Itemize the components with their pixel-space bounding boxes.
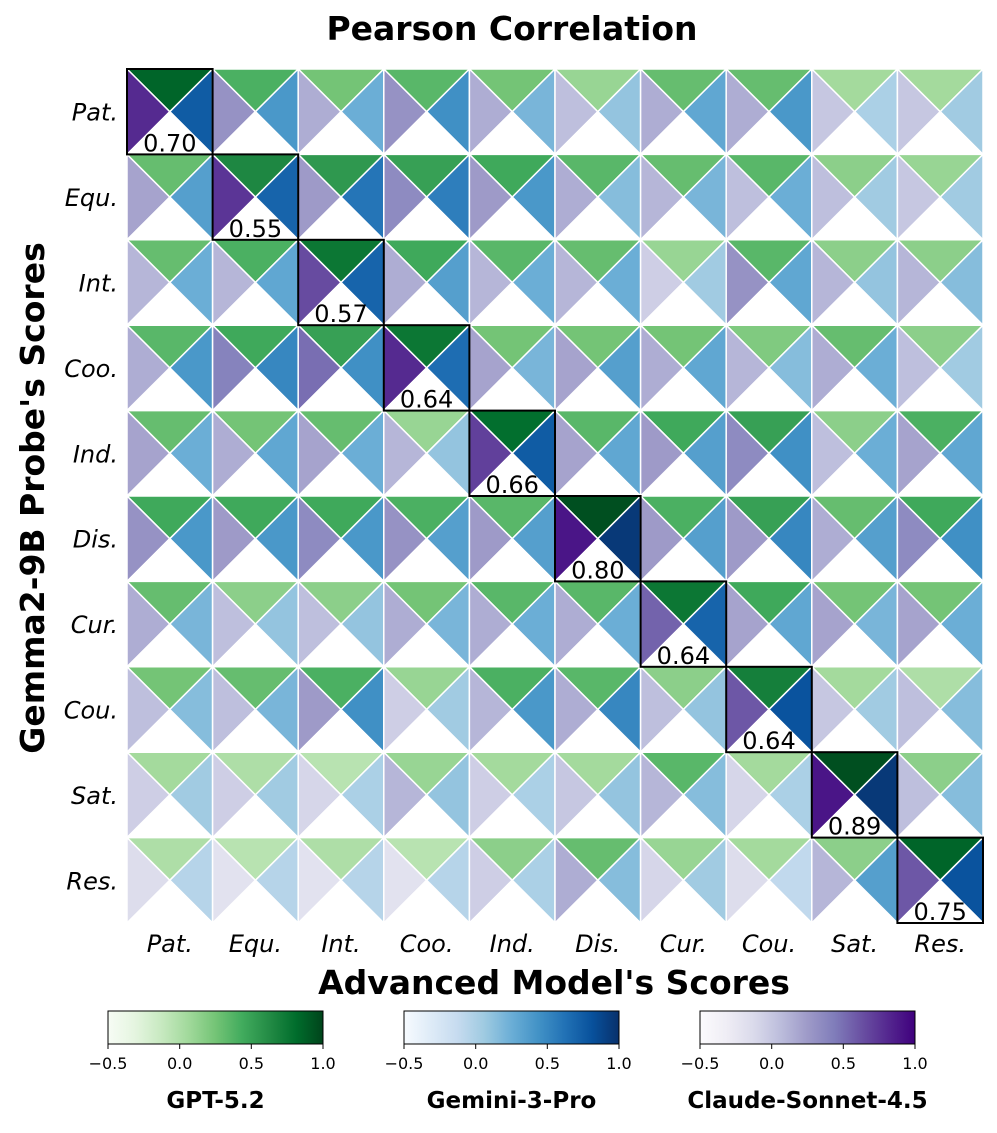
- diagonal-value-label: 0.64: [742, 727, 795, 755]
- x-axis-title: Advanced Model's Scores: [318, 963, 790, 1002]
- y-tick-label: Pat.: [72, 99, 118, 127]
- cell-blank-9-4: [467, 879, 557, 924]
- y-tick-label: Sat.: [71, 782, 118, 810]
- diagonal-value-label: 0.64: [657, 642, 710, 670]
- diagonal-value-labels: 0.70 0.55 0.57 0.64 0.66 0.80 0.64 0.64 0.89 0.75: [143, 129, 967, 926]
- diagonal-highlights: [126, 68, 985, 924]
- y-tick-label: Equ.: [65, 184, 118, 212]
- colorbar-tick-label: 0.5: [831, 1054, 856, 1073]
- colorbar-tick-label: 0.0: [759, 1054, 784, 1073]
- chart-title: Pearson Correlation: [326, 9, 697, 48]
- x-tick-label: Equ.: [229, 930, 282, 958]
- x-tick-label: Int.: [321, 930, 360, 958]
- diagonal-value-label: 0.80: [571, 556, 624, 584]
- colorbar-purples: [699, 1010, 916, 1045]
- x-tick-label: Cur.: [660, 930, 707, 958]
- cell-blank-9-5: [553, 879, 643, 924]
- diagonal-value-label: 0.64: [400, 386, 453, 414]
- y-axis-title: Gemma2-9B Probe's Scores: [13, 242, 52, 753]
- colorbar-tick-label: 0.5: [239, 1054, 264, 1073]
- colorbar-blues: [403, 1010, 620, 1045]
- x-tick-label: Pat.: [147, 930, 193, 958]
- colorbar-model-name: Claude-Sonnet-4.5: [687, 1088, 927, 1114]
- y-tick-label: Dis.: [73, 526, 118, 554]
- diagonal-box-9: [896, 836, 985, 924]
- y-tick-label: Ind.: [73, 440, 118, 468]
- diagonal-value-label: 0.70: [143, 129, 196, 157]
- colorbar-tick-label: 1.0: [310, 1054, 335, 1073]
- heatmap-cells: [125, 67, 985, 925]
- colorbar-greens: [107, 1010, 324, 1045]
- cell-blank-9-6: [638, 879, 729, 924]
- cell-blank-9-8: [809, 879, 900, 924]
- x-tick-label: Ind.: [490, 930, 535, 958]
- cell-blank-9-7: [724, 879, 814, 924]
- diagonal-box-1: [211, 153, 300, 241]
- colorbar-tick-label: −0.5: [385, 1054, 424, 1073]
- x-tick-label: Res.: [914, 930, 966, 958]
- colorbar-tick-label: 1.0: [606, 1054, 631, 1073]
- colorbar-tick-label: 0.0: [463, 1054, 488, 1073]
- x-tick-label: Cou.: [742, 930, 796, 958]
- cell-blank-9-0: [125, 879, 215, 924]
- diagonal-box-0: [126, 68, 214, 156]
- colorbar-model-name: Gemini-3-Pro: [427, 1088, 597, 1114]
- y-tick-label: Cou.: [64, 697, 118, 725]
- colorbar-model-name: GPT-5.2: [166, 1088, 264, 1114]
- diagonal-value-label: 0.57: [314, 300, 367, 328]
- diagonal-value-label: 0.66: [485, 471, 538, 499]
- x-tick-label: Sat.: [831, 930, 878, 958]
- colorbar-tick-label: 0.5: [535, 1054, 560, 1073]
- y-tick-labels: Pat. Equ. Int. Coo. Ind. Dis. Cur. Cou. Sat. Res.: [64, 99, 118, 896]
- cell-blank-9-2: [296, 879, 386, 924]
- diagonal-value-label: 0.89: [828, 813, 881, 841]
- x-tick-labels: Pat. Equ. Int. Coo. Ind. Dis. Cur. Cou. Sat. Res.: [147, 930, 966, 958]
- colorbar-tick-label: −0.5: [681, 1054, 720, 1073]
- cell-blank-9-3: [381, 879, 472, 924]
- diagonal-box-4: [468, 409, 556, 498]
- diagonal-box-7: [725, 665, 813, 754]
- diagonal-value-label: 0.55: [229, 215, 282, 243]
- y-tick-label: Res.: [66, 867, 118, 895]
- colorbar-tick-label: −0.5: [89, 1054, 128, 1073]
- y-tick-label: Cur.: [71, 611, 118, 639]
- colorbar-tick-label: 0.0: [167, 1054, 192, 1073]
- cell-blank-9-1: [210, 879, 301, 924]
- diagonal-box-3: [382, 324, 471, 412]
- diagonal-box-2: [297, 238, 385, 327]
- diagonal-value-label: 0.75: [913, 898, 966, 926]
- diagonal-box-5: [554, 495, 642, 583]
- colorbar-tick-label: 1.0: [902, 1054, 927, 1073]
- y-tick-label: Int.: [79, 270, 118, 298]
- colorbars: −0.5 0.0 0.5 1.0 GPT-5.2 −0.5 0.0 0.5 1.0 Gemini-…: [89, 1010, 928, 1114]
- diagonal-box-8: [810, 751, 899, 839]
- y-tick-label: Coo.: [64, 355, 118, 383]
- x-tick-label: Dis.: [575, 930, 620, 958]
- x-tick-label: Coo.: [400, 930, 454, 958]
- diagonal-box-6: [639, 580, 728, 668]
